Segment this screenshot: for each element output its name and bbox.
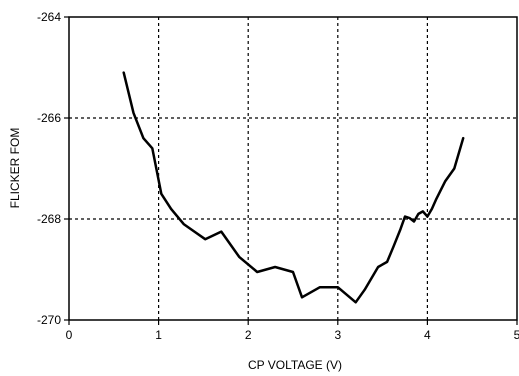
data-point bbox=[386, 261, 388, 263]
data-point bbox=[319, 286, 321, 288]
data-point bbox=[182, 223, 185, 225]
x-axis-label: CP VOLTAGE (V) bbox=[248, 358, 342, 372]
tick-marks bbox=[64, 16, 518, 325]
data-point bbox=[193, 230, 196, 233]
data-point bbox=[132, 112, 135, 114]
data-point bbox=[426, 215, 429, 218]
data-point bbox=[413, 220, 415, 223]
data-point bbox=[170, 208, 172, 210]
series-group bbox=[122, 71, 465, 304]
data-point bbox=[238, 256, 241, 258]
data-point bbox=[392, 245, 395, 248]
data-point bbox=[301, 296, 303, 299]
data-point bbox=[151, 147, 154, 150]
x-tick-label: 3 bbox=[334, 328, 341, 342]
data-point bbox=[354, 301, 357, 304]
data-point bbox=[337, 286, 339, 288]
y-tick-label: -268 bbox=[37, 212, 61, 226]
data-point bbox=[453, 167, 456, 170]
grid-lines bbox=[69, 17, 517, 320]
data-point bbox=[435, 198, 438, 200]
x-tick-label: 2 bbox=[245, 328, 252, 342]
series-line-0 bbox=[122, 71, 465, 304]
plot-frame bbox=[68, 16, 518, 321]
x-tick-label: 1 bbox=[155, 328, 162, 342]
y-axis-label: FLICKER FOM bbox=[8, 128, 22, 209]
y-tick-label: -270 bbox=[37, 313, 61, 327]
data-point bbox=[399, 228, 402, 230]
data-point bbox=[377, 266, 379, 268]
data-point bbox=[274, 266, 276, 268]
data-point bbox=[444, 180, 447, 182]
data-point bbox=[404, 215, 406, 218]
data-point bbox=[408, 217, 411, 219]
y-tick-label: -264 bbox=[37, 10, 61, 24]
y-tick-labels: -264 -266 -268 -270 bbox=[37, 10, 61, 327]
y-tick-label: -266 bbox=[37, 111, 61, 125]
data-point bbox=[204, 238, 206, 240]
x-tick-label: 5 bbox=[514, 328, 519, 342]
data-point bbox=[256, 271, 258, 273]
x-tick-label: 0 bbox=[66, 328, 73, 342]
data-point bbox=[431, 208, 433, 210]
data-point bbox=[292, 271, 294, 273]
data-point bbox=[462, 137, 465, 139]
x-tick-label: 4 bbox=[424, 328, 431, 342]
data-point bbox=[142, 137, 145, 139]
data-point bbox=[122, 71, 125, 74]
x-tick-labels: 0 1 2 3 4 5 bbox=[66, 328, 519, 342]
data-point bbox=[363, 288, 366, 291]
data-point bbox=[417, 213, 420, 215]
data-point bbox=[220, 230, 223, 233]
data-point bbox=[422, 210, 424, 213]
data-point bbox=[160, 192, 163, 195]
